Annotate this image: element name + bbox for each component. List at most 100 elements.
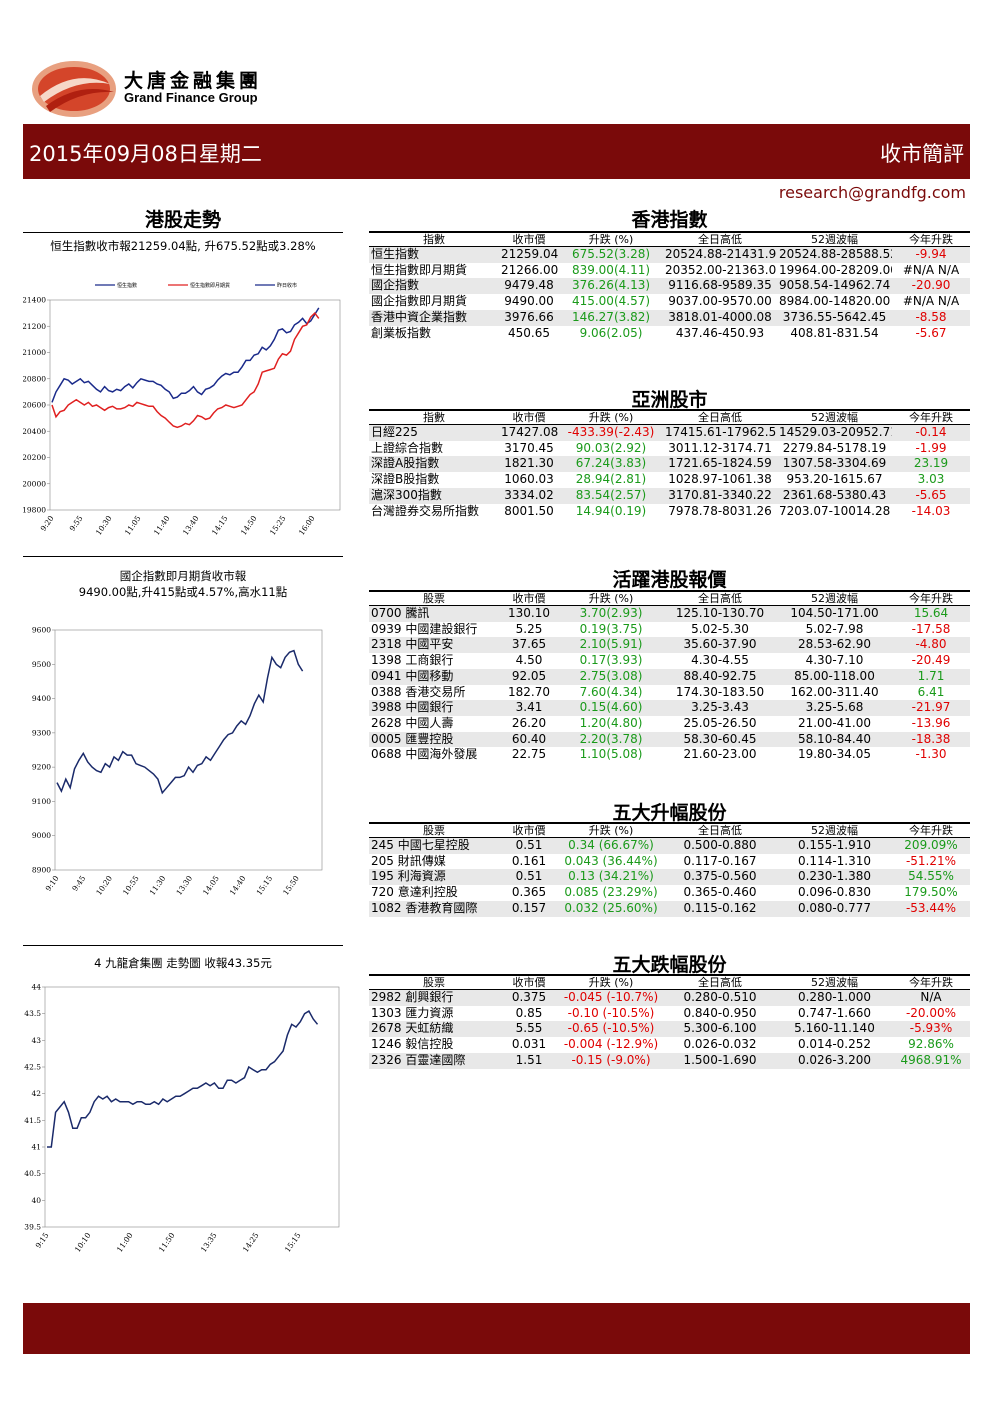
x-tick-label: 15:50 xyxy=(281,874,301,895)
name-cell: 國企指數 xyxy=(369,278,499,295)
legend-item: 昨日收市 xyxy=(277,282,297,289)
divider xyxy=(23,556,343,557)
close-cell: 1.51 xyxy=(499,1052,559,1069)
change-cell: 675.52(3.28) xyxy=(559,246,663,263)
table-row: 香港中資企業指數 3976.66 146.27(3.82) 3818.01-4000.… xyxy=(369,309,970,326)
change-cell: 1.20(4.80) xyxy=(559,715,663,732)
day-range-cell: 21.60-23.00 xyxy=(663,747,777,764)
52wk-range-cell: 2361.68-5380.43 xyxy=(777,487,892,504)
change-cell: -0.004 (-12.9%) xyxy=(559,1037,663,1053)
contact-email[interactable]: research@grandfg.com xyxy=(778,183,966,202)
change-cell: 0.032 (25.60%) xyxy=(559,900,663,917)
table-row: 深證A股指數 1821.30 67.24(3.83) 1721.65-1824.59 1… xyxy=(369,456,970,473)
name-cell: 創業板指數 xyxy=(369,325,499,342)
active-stocks-title: 活躍港股報價 xyxy=(612,569,727,591)
column-header: 收市價 xyxy=(499,974,559,990)
close-cell: 8001.50 xyxy=(499,503,559,520)
stock-code: 0700 xyxy=(371,606,402,620)
day-range-cell: 58.30-60.45 xyxy=(663,731,777,748)
ytd-cell: -51.21% xyxy=(892,853,970,870)
stock-cell: 3988 中國銀行 xyxy=(369,700,499,716)
day-range-cell: 174.30-183.50 xyxy=(663,684,777,701)
ytd-cell: -0.14 xyxy=(892,424,970,441)
name-cell: 恒生指數即月期貨 xyxy=(369,262,499,279)
close-cell: 3976.66 xyxy=(499,309,559,326)
name-cell: 720 意達利控股 xyxy=(369,885,499,901)
close-cell: 9479.48 xyxy=(499,278,559,295)
top-losers-table: 股票 收市價 升跌 (%) 全日高低 52週波幅 今年升跌 2982 創興銀行 0.375 -0… xyxy=(369,974,970,1069)
stock-code: 0688 xyxy=(371,747,402,762)
day-range-cell: 0.375-0.560 xyxy=(663,869,777,886)
table-row: 0005 匯豐控股 60.40 2.20(3.78) 58.30-60.45 58.10… xyxy=(369,731,970,748)
grand-finance-logo-icon xyxy=(32,61,116,117)
column-header: 今年升跌 xyxy=(892,974,970,990)
table-row: 2628 中國人壽 26.20 1.20(4.80) 25.05-26.50 21.00… xyxy=(369,715,970,732)
y-tick-label: 9300 xyxy=(32,728,51,737)
top-losers-title: 五大跌幅股份 xyxy=(612,954,727,976)
ytd-cell: 15.64 xyxy=(892,605,970,622)
x-tick-label: 10:30 xyxy=(94,514,114,537)
52wk-range-cell: 5.02-7.98 xyxy=(777,621,892,638)
active-stocks-table: 股票 收市價 升跌 (%) 全日高低 52週波幅 今年升跌 0700 騰訊 130.10 3.7… xyxy=(369,590,970,764)
ytd-cell: -13.96 xyxy=(892,715,970,732)
day-range-cell: 0.117-0.167 xyxy=(663,853,777,870)
stock-cell: 0700 騰訊 xyxy=(369,605,499,622)
chart3-caption: 4 九龍倉集團 走勢圖 收報43.35元 xyxy=(94,956,272,970)
column-header: 52週波幅 xyxy=(777,590,892,606)
company-name-chinese: 大唐金融集團 xyxy=(124,70,263,92)
name-cell: 2326 百靈達國際 xyxy=(369,1052,499,1069)
ytd-cell: -1.30 xyxy=(892,747,970,764)
y-tick-label: 43 xyxy=(31,1036,41,1045)
report-type: 收市簡評 xyxy=(880,142,964,166)
hk-index-table: 指數 收市價 升跌 (%) 全日高低 52週波幅 今年升跌 恒生指數 21259.04 675.… xyxy=(369,231,970,342)
y-tick-label: 9100 xyxy=(32,797,51,806)
x-tick-label: 11:00 xyxy=(115,1231,135,1254)
table-row: 2326 百靈達國際 1.51 -0.15 (-9.0%) 1.500-1.690 0.… xyxy=(369,1052,970,1069)
chart2-caption-line2: 9490.00點,升415點或4.57%,高水11點 xyxy=(78,585,288,599)
day-range-cell: 5.300-6.100 xyxy=(663,1021,777,1038)
table-row: 245 中國七星控股 0.51 0.34 (66.67%) 0.500-0.880 0.… xyxy=(369,837,970,854)
ytd-cell: 54.55% xyxy=(892,869,970,886)
day-range-cell: 3818.01-4000.08 xyxy=(663,309,777,326)
stock-name: 中國銀行 xyxy=(405,700,454,715)
column-header: 52週波幅 xyxy=(777,974,892,990)
ytd-cell: #N/A N/A xyxy=(892,262,970,279)
change-cell: 14.94(0.19) xyxy=(559,503,663,520)
day-range-cell: 9037.00-9570.00 xyxy=(663,294,777,310)
column-header: 今年升跌 xyxy=(892,231,970,247)
stock-name: 中國平安 xyxy=(405,637,454,652)
close-cell: 130.10 xyxy=(499,605,559,622)
series-line xyxy=(51,311,320,429)
column-header: 收市價 xyxy=(499,409,559,425)
change-cell: 0.17(3.93) xyxy=(559,653,663,669)
name-cell: 滬深300指數 xyxy=(369,487,499,504)
name-cell: 2982 創興銀行 xyxy=(369,989,499,1006)
stock-name: 香港交易所 xyxy=(405,684,466,699)
name-cell: 恒生指數 xyxy=(369,246,499,263)
column-header: 收市價 xyxy=(499,590,559,606)
chart1-caption: 恒生指數收市報21259.04點, 升675.52點或3.28% xyxy=(50,239,316,253)
wharf-stock-chart: 44 43.5 43 42.5 42 41.5 41 40.5 40 39.5 9:15 10:10… xyxy=(24,983,340,1254)
table-row: 1246 毅信控股 0.031 -0.004 (-12.9%) 0.026-0.032… xyxy=(369,1037,970,1053)
ytd-cell: -5.67 xyxy=(892,325,970,342)
stock-name: 中國人壽 xyxy=(405,715,454,730)
close-cell: 0.51 xyxy=(499,869,559,886)
stock-name: 中國建設銀行 xyxy=(405,621,478,636)
52wk-range-cell: 7203.07-10014.28 xyxy=(777,503,892,520)
table-row: 2982 創興銀行 0.375 -0.045 (-10.7%) 0.280-0.510… xyxy=(369,989,970,1006)
x-tick-label: 10:20 xyxy=(94,874,114,895)
table-row: 0941 中國移動 92.05 2.75(3.08) 88.40-92.75 85.00… xyxy=(369,668,970,685)
x-tick-label: 15:15 xyxy=(283,1231,303,1254)
day-range-cell: 1.500-1.690 xyxy=(663,1052,777,1069)
day-range-cell: 437.46-450.93 xyxy=(663,325,777,342)
close-cell: 450.65 xyxy=(499,325,559,342)
day-range-cell: 1721.65-1824.59 xyxy=(663,456,777,473)
table-row: 國企指數 9479.48 376.26(4.13) 9116.68-9589.35 90… xyxy=(369,278,970,295)
report-date: 2015年09月08日星期二 xyxy=(29,142,262,166)
table-row: 恒生指數即月期貨 21266.00 839.00(4.11) 20352.00-213… xyxy=(369,262,970,279)
ytd-cell: -20.00% xyxy=(892,1005,970,1022)
hk-market-title: 港股走勢 xyxy=(144,209,221,231)
stock-name: 中國移動 xyxy=(405,668,454,683)
y-tick-label: 42 xyxy=(31,1089,41,1098)
divider xyxy=(23,945,343,946)
